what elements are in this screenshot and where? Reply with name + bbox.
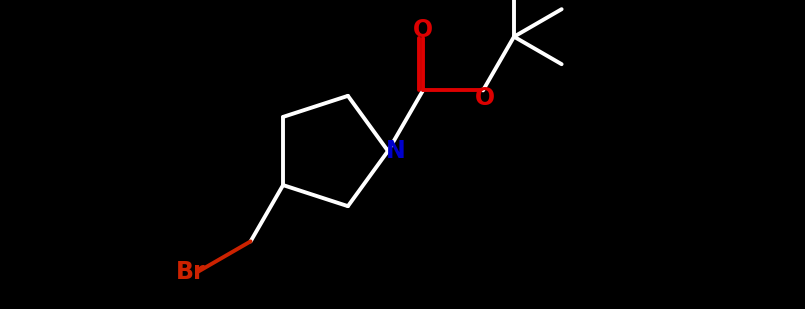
Text: Br: Br	[176, 260, 206, 284]
Text: N: N	[386, 139, 406, 163]
Text: O: O	[475, 87, 495, 110]
Text: O: O	[413, 18, 433, 42]
